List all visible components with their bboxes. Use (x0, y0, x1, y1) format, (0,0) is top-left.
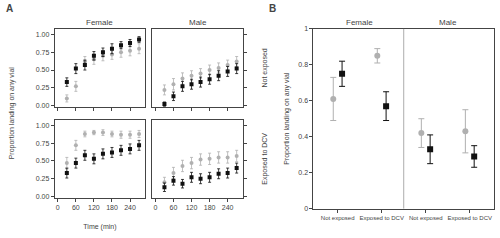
svg-text:240: 240 (222, 204, 234, 211)
svg-text:Time (min): Time (min) (83, 223, 116, 231)
svg-text:1.00: 1.00 (36, 31, 50, 38)
svg-text:Exposed to DCV: Exposed to DCV (261, 133, 269, 185)
svg-text:0.25: 0.25 (36, 175, 50, 182)
svg-text:120: 120 (186, 204, 198, 211)
svg-text:180: 180 (204, 204, 216, 211)
svg-text:B: B (269, 3, 276, 14)
svg-text:0.8: 0.8 (298, 61, 308, 68)
svg-text:0.50: 0.50 (36, 157, 50, 164)
svg-text:Exposed to DCV: Exposed to DCV (360, 215, 404, 221)
svg-text:1: 1 (304, 25, 308, 32)
svg-text:0.75: 0.75 (36, 49, 50, 56)
svg-text:120: 120 (88, 204, 100, 211)
svg-text:Exposed to DCV: Exposed to DCV (448, 215, 492, 221)
svg-text:Not exposed: Not exposed (409, 215, 443, 221)
svg-text:240: 240 (124, 204, 136, 211)
svg-text:0: 0 (56, 204, 60, 211)
svg-text:0.50: 0.50 (36, 66, 50, 73)
svg-text:0.6: 0.6 (298, 97, 308, 104)
svg-text:0: 0 (153, 204, 157, 211)
svg-text:180: 180 (106, 204, 118, 211)
svg-text:Proportion landing on any vial: Proportion landing on any vial (283, 72, 291, 165)
svg-text:Female: Female (346, 18, 373, 27)
svg-text:0.25: 0.25 (36, 84, 50, 91)
svg-text:0: 0 (304, 205, 308, 212)
svg-text:1.00: 1.00 (36, 122, 50, 129)
svg-text:0.2: 0.2 (298, 169, 308, 176)
svg-text:0.4: 0.4 (298, 133, 308, 140)
svg-text:A: A (6, 3, 13, 14)
svg-text:0.75: 0.75 (36, 140, 50, 147)
svg-text:60: 60 (72, 204, 80, 211)
svg-text:Not exposed: Not exposed (321, 215, 355, 221)
svg-text:Proportion landing on any vial: Proportion landing on any vial (8, 67, 16, 160)
svg-text:0.00: 0.00 (36, 102, 50, 109)
svg-text:Not exposed: Not exposed (261, 48, 269, 87)
svg-text:Male: Male (189, 18, 207, 27)
svg-text:Female: Female (86, 18, 113, 27)
svg-text:0.00: 0.00 (36, 193, 50, 200)
svg-text:60: 60 (170, 204, 178, 211)
svg-text:Male: Male (439, 18, 457, 27)
